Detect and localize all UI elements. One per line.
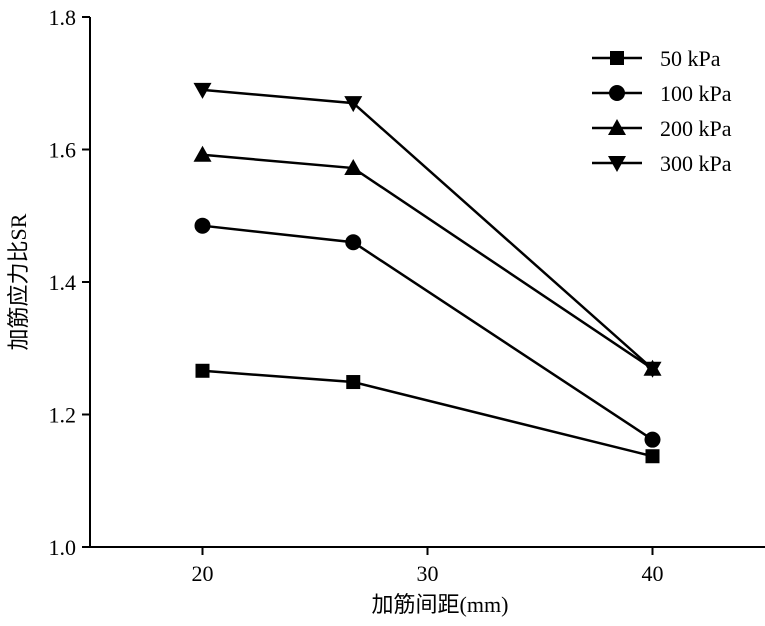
circle-marker [609, 85, 625, 101]
legend-label: 200 kPa [660, 116, 732, 141]
x-axis-label: 加筋间距(mm) [372, 592, 509, 617]
y-axis-label: 加筋应力比SR [6, 213, 31, 350]
legend-item: 100 kPa [592, 81, 732, 106]
legend-label: 100 kPa [660, 81, 732, 106]
square-marker [610, 51, 624, 65]
triangle-up-marker [344, 159, 363, 176]
y-tick-label: 1.8 [49, 5, 77, 30]
series-line [202, 153, 654, 370]
triangle-up-marker [193, 145, 212, 162]
square-marker [645, 449, 660, 464]
triangle-down-marker [344, 96, 363, 113]
x-tick-label: 20 [192, 561, 214, 586]
y-tick-label: 1.4 [49, 270, 77, 295]
y-tick-label: 1.2 [49, 403, 77, 428]
legend-item: 300 kPa [592, 151, 732, 176]
square-marker [195, 363, 210, 378]
legend-label: 300 kPa [660, 151, 732, 176]
legend: 50 kPa 100 kPa 200 kPa 300 kPa [592, 46, 732, 176]
series-300-kpa [193, 82, 662, 378]
circle-marker [345, 234, 362, 251]
series-line [202, 224, 654, 441]
triangle-down-marker [193, 82, 212, 99]
y-tick-label: 1.6 [49, 138, 77, 163]
triangle-down-marker [643, 361, 662, 378]
square-marker [346, 375, 361, 390]
series-line [202, 88, 654, 370]
triangle-down-marker [608, 156, 626, 172]
series-line [202, 369, 653, 458]
circle-marker [644, 431, 661, 448]
series-group [193, 82, 662, 464]
x-tick-label: 30 [417, 561, 439, 586]
y-tick-label: 1.0 [49, 535, 77, 560]
legend-item: 200 kPa [592, 116, 732, 141]
triangle-up-marker [608, 119, 626, 135]
series-200-kpa [193, 145, 662, 376]
series-50-kpa [195, 363, 660, 464]
x-tick-label: 40 [642, 561, 664, 586]
legend-label: 50 kPa [660, 46, 721, 71]
circle-marker [194, 217, 211, 234]
legend-item: 50 kPa [592, 46, 721, 71]
axes: 1.0 1.2 1.4 1.6 1.8 20 30 40 [49, 5, 765, 586]
series-100-kpa [194, 217, 661, 448]
